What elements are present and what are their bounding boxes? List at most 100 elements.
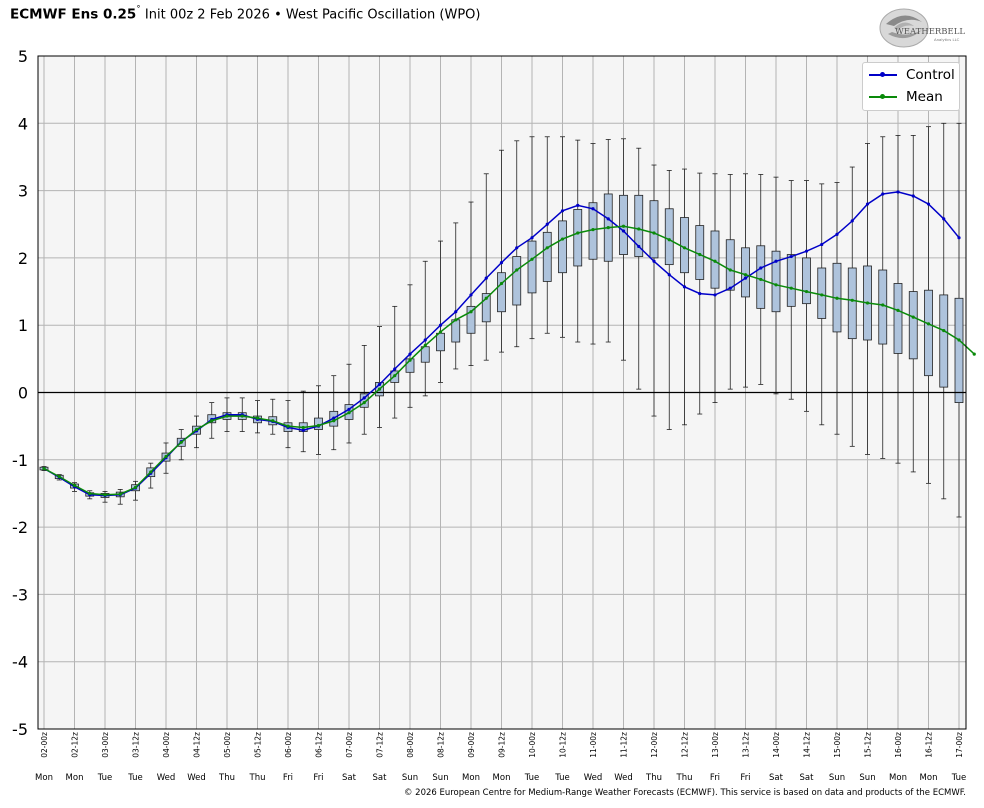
box (664, 208, 674, 266)
mean-line (43, 225, 975, 496)
box (847, 267, 857, 340)
x-tick-label: 06-12z (315, 732, 324, 758)
control-point (499, 261, 504, 265)
mean-point (88, 491, 92, 496)
x-tick-label: 13-00z (711, 732, 720, 758)
control-point (682, 285, 687, 289)
mean-point (667, 238, 671, 242)
mean-point (682, 246, 687, 250)
x-day-label: Thu (249, 773, 266, 783)
y-tick-label: -2 (12, 518, 28, 537)
control-point (942, 217, 946, 221)
mean-point (72, 483, 77, 487)
control-point (896, 190, 900, 194)
box (878, 269, 888, 345)
x-day-label: Mon (462, 773, 480, 783)
x-day-label: Sun (829, 773, 845, 783)
x-day-label: Tue (127, 773, 143, 783)
box (512, 256, 522, 306)
mean-point (820, 293, 824, 297)
plot-frame (37, 55, 967, 730)
init-time: Init 00z 2 Feb 2026 (140, 7, 270, 23)
x-day-label: Sat (800, 773, 815, 783)
mean-point (789, 286, 793, 290)
control-point (591, 207, 595, 211)
box (436, 332, 445, 352)
control-point (728, 286, 732, 290)
mean-point (606, 226, 610, 230)
mean-point (713, 259, 717, 263)
x-day-label: Mon (35, 773, 53, 783)
mean-point (301, 425, 305, 430)
control-point (774, 259, 778, 263)
x-tick-label: 05-12z (254, 732, 263, 758)
x-day-label: Mon (920, 773, 938, 783)
x-day-label: Mon (66, 773, 84, 783)
legend: Control Mean (862, 62, 960, 111)
box (756, 245, 766, 309)
control-point (530, 236, 534, 240)
x-tick-label: 07-00z (345, 732, 354, 758)
mean-point (393, 374, 397, 378)
x-tick-label: 02-00z (40, 732, 49, 758)
control-marker (880, 72, 885, 77)
control-point (865, 202, 870, 206)
box (634, 194, 644, 257)
x-day-label: Sun (402, 773, 418, 783)
mean-point (347, 411, 351, 415)
control-point (606, 217, 610, 221)
x-tick-label: 08-00z (406, 732, 415, 758)
mean-point (194, 427, 199, 432)
box (527, 240, 537, 294)
x-day-label: Sat (373, 773, 388, 783)
series-lines (42, 190, 976, 498)
x-day-label: Tue (97, 773, 113, 783)
mean-point (911, 315, 915, 319)
x-day-label: Wed (157, 773, 176, 783)
legend-control-label: Control (906, 67, 955, 83)
control-point (911, 194, 915, 198)
mean-point (362, 400, 366, 405)
x-tick-label: 16-00z (894, 732, 903, 758)
mean-point (652, 231, 656, 235)
control-point (789, 254, 793, 259)
x-day-label: Fri (710, 773, 720, 783)
y-tick-label: 2 (18, 249, 28, 268)
mean-point (286, 424, 290, 428)
x-axis-ticks: 02-00z Mon 02-12z Mon 03-00z Tue 03-12z Tue 04-0… (35, 732, 966, 783)
title-separator: • (269, 7, 286, 23)
control-point (469, 293, 473, 297)
mean-point (118, 492, 122, 496)
control-point (637, 244, 641, 249)
mean-point (774, 283, 778, 287)
mean-point (591, 228, 595, 232)
y-tick-label: -1 (12, 451, 28, 470)
mean-point (865, 301, 870, 305)
model-name: ECMWF Ens 0.25 (10, 6, 137, 23)
x-tick-label: 04-00z (162, 732, 171, 758)
x-day-label: Fri (313, 773, 323, 783)
x-day-label: Wed (187, 773, 206, 783)
box (908, 291, 918, 360)
control-point (743, 276, 748, 280)
y-tick-label: -5 (12, 720, 28, 739)
control-point (667, 273, 671, 277)
x-day-label: Wed (584, 773, 603, 783)
x-day-label: Fri (740, 773, 750, 783)
logo-main-text: WEATHERBELL (895, 27, 965, 37)
x-day-label: Thu (218, 773, 235, 783)
control-point (621, 229, 626, 233)
control-point (454, 310, 458, 314)
x-tick-label: 12-12z (681, 732, 690, 758)
y-tick-label: 0 (18, 384, 28, 403)
box (939, 294, 949, 388)
control-point (560, 209, 565, 213)
y-tick-label: 4 (18, 114, 28, 133)
box (817, 267, 827, 319)
x-tick-label: 17-00z (955, 732, 964, 758)
mean-point (179, 440, 183, 444)
x-tick-label: 07-12z (376, 732, 385, 758)
box (481, 293, 491, 323)
mean-point (240, 414, 244, 418)
mean-point (621, 224, 626, 228)
